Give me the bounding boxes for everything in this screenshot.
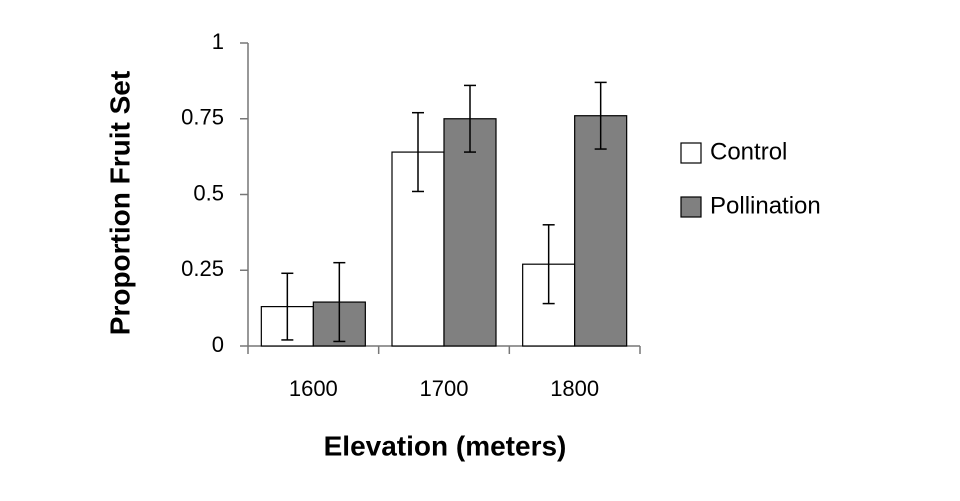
x-tick-label: 1600 bbox=[289, 376, 338, 401]
error-bar bbox=[594, 81, 607, 150]
legend-swatch bbox=[680, 142, 702, 164]
error-bar bbox=[464, 84, 476, 153]
error-bar bbox=[281, 272, 294, 341]
legend-label: Control bbox=[710, 138, 787, 165]
error-bar bbox=[412, 111, 424, 193]
x-axis-label: Elevation (meters) bbox=[324, 430, 567, 461]
y-tick-label: 1 bbox=[212, 29, 224, 54]
error-bar bbox=[333, 261, 346, 343]
legend-label: Pollination bbox=[710, 192, 821, 219]
x-tick-label: 1800 bbox=[550, 376, 599, 401]
y-tick-label: 0.5 bbox=[193, 180, 224, 205]
legend-swatch bbox=[680, 196, 702, 218]
bar bbox=[443, 118, 497, 347]
error-bar bbox=[542, 224, 555, 305]
y-axis-label: Proportion Fruit Set bbox=[104, 71, 135, 335]
x-tick-label: 1700 bbox=[420, 376, 469, 401]
y-tick-label: 0 bbox=[212, 332, 224, 357]
bar bbox=[574, 115, 628, 347]
y-tick-label: 0.25 bbox=[181, 256, 224, 281]
y-tick-label: 0.75 bbox=[181, 105, 224, 130]
